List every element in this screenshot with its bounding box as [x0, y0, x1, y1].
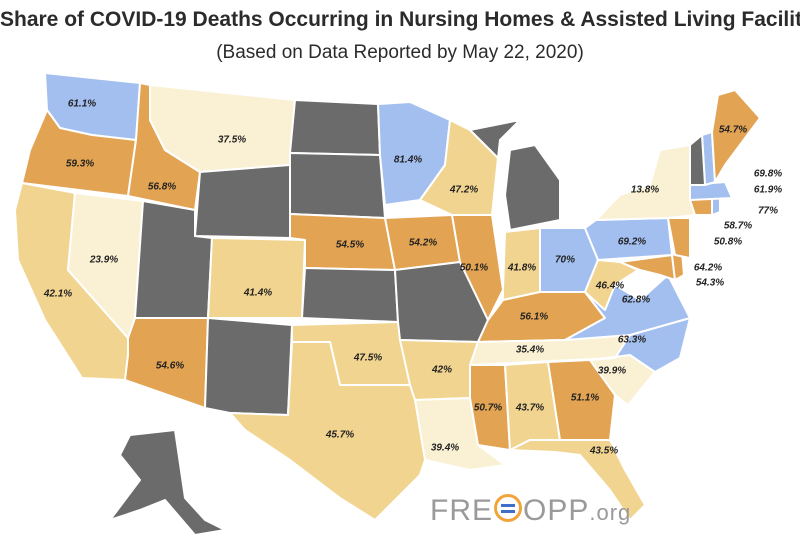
label-rhode-island: 77% — [758, 206, 778, 217]
label-ohio: 70% — [555, 255, 575, 266]
state-michigan — [469, 119, 561, 231]
state-new-jersey — [667, 217, 691, 259]
label-texas: 45.7% — [325, 430, 354, 441]
equals-circle-icon — [494, 494, 522, 522]
state-florida — [509, 439, 646, 521]
state-alaska — [109, 429, 226, 536]
label-massachusetts: 61.9% — [754, 185, 782, 196]
label-north-carolina: 63.3% — [618, 335, 646, 346]
map-subtitle: (Based on Data Reported by May 22, 2020) — [216, 42, 584, 63]
state-illinois — [451, 214, 504, 321]
label-indiana: 41.8% — [507, 263, 536, 274]
state-georgia — [547, 359, 616, 441]
state-north-dakota — [289, 99, 381, 156]
state-new-york — [595, 144, 696, 221]
state-texas — [229, 341, 441, 521]
label-washington: 61.1% — [68, 99, 96, 110]
label-idaho: 56.8% — [148, 182, 176, 193]
label-georgia: 51.1% — [571, 393, 599, 404]
label-colorado: 41.4% — [243, 288, 272, 299]
label-oklahoma: 47.5% — [353, 353, 382, 364]
state-new-mexico — [204, 317, 293, 416]
state-wyoming — [194, 164, 291, 239]
label-alabama: 43.7% — [515, 403, 544, 414]
state-maine — [711, 89, 761, 183]
label-montana: 37.5% — [218, 135, 246, 146]
state-colorado — [207, 237, 306, 319]
state-rhode-island — [711, 197, 721, 216]
label-maine: 54.7% — [719, 125, 747, 136]
label-new-york: 13.8% — [631, 185, 659, 196]
label-arizona: 54.6% — [156, 361, 184, 372]
label-pennsylvania: 69.2% — [618, 237, 646, 248]
label-maryland: 54.3% — [696, 278, 724, 289]
label-louisiana: 39.4% — [431, 443, 459, 454]
label-kentucky: 56.1% — [520, 312, 548, 323]
label-new-jersey: 50.8% — [714, 237, 742, 248]
label-oregon: 59.3% — [66, 159, 94, 170]
label-virginia: 62.8% — [622, 295, 650, 306]
label-mississippi: 50.7% — [474, 403, 502, 414]
label-iowa: 54.2% — [409, 238, 437, 249]
label-south-carolina: 39.9% — [598, 366, 626, 377]
label-nevada: 23.9% — [89, 255, 118, 266]
label-minnesota: 81.4% — [394, 155, 422, 166]
label-connecticut: 58.7% — [724, 221, 752, 232]
state-vermont — [689, 134, 706, 186]
label-nebraska: 54.5% — [336, 240, 364, 251]
label-california: 42.1% — [43, 289, 72, 300]
freeopp-logo: FRE OPP.org — [430, 494, 632, 527]
label-arkansas: 42% — [431, 365, 452, 376]
map-title: Share of COVID-19 Deaths Occurring in Nu… — [0, 8, 800, 31]
state-kansas — [301, 267, 399, 323]
label-new-hampshire: 69.8% — [754, 169, 782, 180]
state-mississippi — [469, 364, 511, 451]
state-wisconsin — [419, 119, 499, 216]
label-west-virginia: 46.4% — [595, 281, 624, 292]
label-tennessee: 35.4% — [516, 345, 544, 356]
state-south-dakota — [289, 152, 386, 219]
label-wisconsin: 47.2% — [449, 185, 478, 196]
label-delaware: 64.2% — [694, 263, 722, 274]
label-illinois: 50.1% — [460, 263, 488, 274]
state-pennsylvania — [584, 217, 673, 261]
label-florida: 43.5% — [589, 446, 618, 457]
